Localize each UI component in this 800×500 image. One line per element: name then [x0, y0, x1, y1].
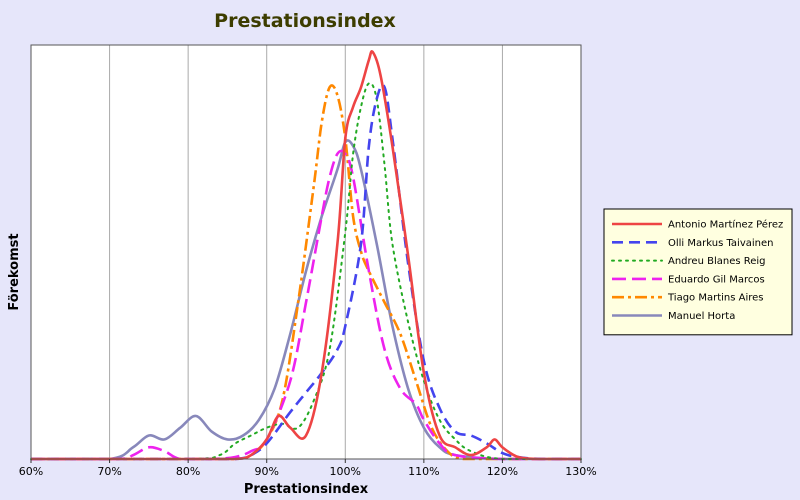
x-tick-label: 110%	[408, 465, 439, 478]
x-axis-title: Prestationsindex	[244, 482, 369, 497]
x-tick-label: 100%	[330, 465, 361, 478]
x-axis-ticks: 60% 70% 80% 90% 100% 110% 120% 130%	[19, 459, 597, 478]
plot-border	[30, 44, 582, 460]
x-tick-label: 120%	[487, 465, 518, 478]
legend-box	[603, 208, 793, 336]
series-line-0	[31, 50, 581, 461]
legend-label-3: Eduardo Gil Marcos	[668, 274, 765, 285]
plot-area	[31, 45, 581, 459]
x-tick-label: 130%	[565, 465, 596, 478]
legend-label-5: Manuel Horta	[668, 311, 735, 322]
x-tick-label: 90%	[254, 465, 278, 478]
x-tick-label: 70%	[97, 465, 121, 478]
legend-label-1: Olli Markus Taivainen	[668, 238, 773, 249]
legend: Antonio Martínez Pérez Olli Markus Taivai…	[603, 208, 793, 336]
x-tick-label: 60%	[19, 465, 43, 478]
series-lines	[30, 50, 582, 461]
legend-label-4: Tiago Martins Aires	[667, 293, 764, 304]
chart-title: Prestationsindex	[214, 10, 396, 32]
legend-label-0: Antonio Martínez Pérez	[668, 219, 783, 231]
x-tick-label: 80%	[176, 465, 200, 478]
grid-lines	[109, 45, 503, 459]
series-line-5	[31, 139, 581, 461]
series-line-4	[31, 84, 581, 461]
legend-items: Antonio Martínez Pérez Olli Markus Taivai…	[611, 219, 783, 322]
y-axis-title: Förekomst	[7, 233, 22, 310]
series-line-3	[31, 149, 581, 461]
series-line-2	[30, 82, 582, 461]
legend-label-2: Andreu Blanes Reig	[668, 256, 766, 267]
